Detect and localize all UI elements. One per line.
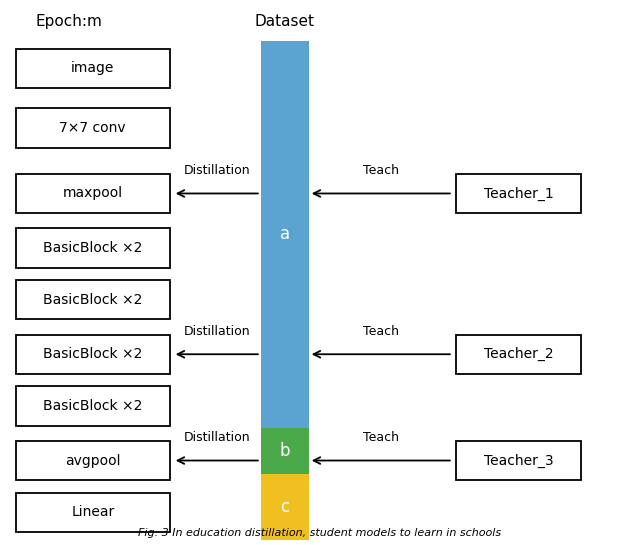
FancyBboxPatch shape xyxy=(16,441,170,480)
Text: Teacher_1: Teacher_1 xyxy=(484,186,553,201)
Text: avgpool: avgpool xyxy=(65,453,120,468)
FancyBboxPatch shape xyxy=(456,335,581,374)
Text: BasicBlock ×2: BasicBlock ×2 xyxy=(43,399,143,413)
Text: Epoch:m: Epoch:m xyxy=(35,14,102,29)
Text: Teach: Teach xyxy=(363,325,399,338)
FancyBboxPatch shape xyxy=(16,386,170,426)
Text: BasicBlock ×2: BasicBlock ×2 xyxy=(43,347,143,361)
Text: BasicBlock ×2: BasicBlock ×2 xyxy=(43,293,143,307)
FancyBboxPatch shape xyxy=(16,108,170,148)
Text: Distillation: Distillation xyxy=(184,431,250,444)
Text: maxpool: maxpool xyxy=(63,186,123,201)
Text: Distillation: Distillation xyxy=(184,164,250,177)
Bar xyxy=(261,41,309,428)
Text: Dataset: Dataset xyxy=(255,14,315,29)
FancyBboxPatch shape xyxy=(16,493,170,532)
Text: Linear: Linear xyxy=(71,505,115,519)
Text: Teacher_3: Teacher_3 xyxy=(484,453,553,468)
Text: Distillation: Distillation xyxy=(184,325,250,338)
Text: 7×7 conv: 7×7 conv xyxy=(60,121,126,135)
FancyBboxPatch shape xyxy=(16,335,170,374)
Text: BasicBlock ×2: BasicBlock ×2 xyxy=(43,241,143,255)
FancyBboxPatch shape xyxy=(456,441,581,480)
Text: b: b xyxy=(280,442,290,460)
FancyBboxPatch shape xyxy=(16,280,170,319)
Text: a: a xyxy=(280,225,290,244)
Text: Teach: Teach xyxy=(363,431,399,444)
FancyBboxPatch shape xyxy=(456,174,581,213)
FancyBboxPatch shape xyxy=(16,228,170,268)
Text: c: c xyxy=(280,498,289,516)
Text: Fig. 3 In education distillation, student models to learn in schools: Fig. 3 In education distillation, studen… xyxy=(138,529,502,538)
Bar xyxy=(261,474,309,540)
Text: Teacher_2: Teacher_2 xyxy=(484,347,553,361)
FancyBboxPatch shape xyxy=(16,49,170,88)
Text: image: image xyxy=(71,61,115,75)
Text: Teach: Teach xyxy=(363,164,399,177)
Bar xyxy=(261,428,309,474)
FancyBboxPatch shape xyxy=(16,174,170,213)
